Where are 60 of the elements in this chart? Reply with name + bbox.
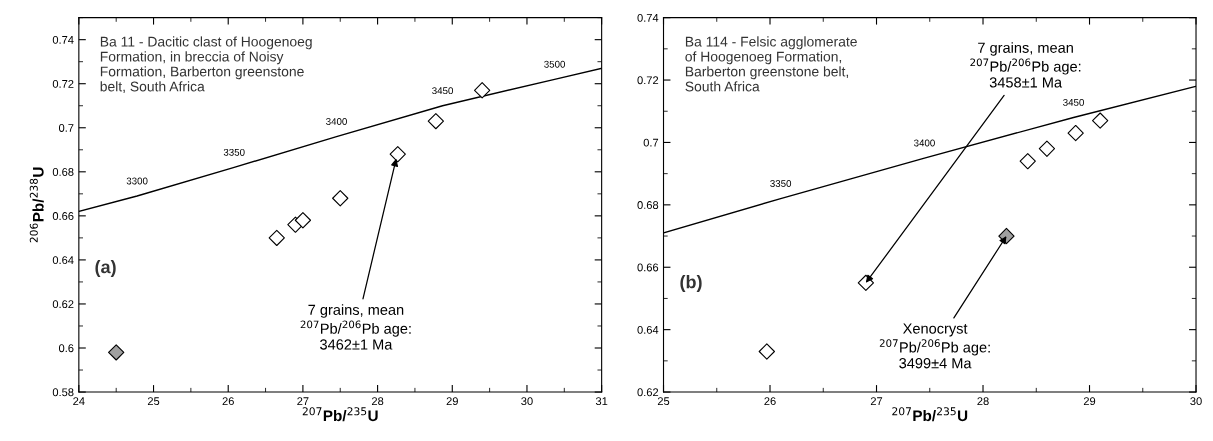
x-tick-label: 31: [595, 397, 608, 406]
y-tick-label: 0.64: [637, 325, 659, 334]
point: [268, 229, 285, 247]
y-tick-label: 0.62: [637, 388, 659, 397]
point: [294, 212, 312, 229]
x-tick-label: 29: [1083, 397, 1096, 406]
x-tick-label: 25: [147, 397, 160, 406]
y-tick-label: 0.7: [58, 124, 74, 132]
y-tick-label: 0.7: [643, 138, 659, 147]
point: [108, 344, 125, 361]
x-tick-label: 28: [371, 397, 384, 406]
y-tick-label: 0.68: [637, 201, 659, 209]
x-tick-label: 29: [446, 397, 458, 406]
point: [758, 343, 775, 360]
annotation: 7 grains, mean $^{207}$Pb/$^{206}$Pb age: 3462±1 Ma: [300, 304, 411, 350]
annotation: 3300: [126, 177, 148, 185]
point: [1019, 153, 1036, 170]
x-axis-title: $^{207}$Pb/$^{235}$U: [302, 407, 378, 422]
point: [1067, 124, 1084, 142]
annotation: (a): [95, 260, 116, 277]
annotation: 3400: [914, 139, 935, 147]
annotation: 3350: [223, 148, 245, 156]
x-tick-label: 26: [222, 397, 234, 406]
x-tick-label: 27: [297, 397, 309, 405]
annotation: Xenocryst $^{207}$Pb/$^{206}$Pb age: 3499±4 Ma: [879, 323, 990, 369]
y-tick-label: 0.62: [52, 300, 74, 309]
point: [427, 112, 445, 130]
annotation: 3400: [326, 118, 347, 125]
y-tick-label: 0.64: [52, 256, 74, 265]
point: [332, 190, 349, 207]
y-tick-label: 0.58: [52, 388, 74, 397]
annotation: 3450: [432, 87, 453, 95]
point: [1038, 140, 1056, 157]
y-tick-label: 0.6: [58, 344, 74, 353]
annotation: Ba 11 - Dacitic clast of Hoogenoeg Formation, in breccia of Noisy Formation, Barberton greenstone belt, South Africa: [100, 36, 312, 94]
annotation: 7 grains, mean $^{207}$Pb/$^{206}$Pb age: 3458±1 Ma: [970, 42, 1081, 88]
x-tick-label: 30: [1190, 397, 1202, 406]
point: [1092, 112, 1109, 129]
y-tick-label: 0.74: [52, 35, 74, 44]
y-tick-label: 0.66: [637, 263, 659, 272]
annotation: 3500: [544, 60, 566, 68]
x-axis-title: $^{207}$Pb/$^{235}$U: [892, 407, 968, 422]
y-axis-title: $^{206}$Pb/$^{238}$U: [29, 167, 44, 243]
annotation: (b): [680, 275, 702, 292]
y-tick-label: 0.72: [52, 79, 74, 88]
annotation: 3350: [770, 180, 792, 187]
point: [473, 82, 491, 99]
annotation: Ba 114 - Felsic agglomerate of Hoogenoeg Formation, Barberton greenstone belt, South Africa: [685, 36, 857, 92]
y-tick-label: 0.74: [637, 13, 659, 22]
x-tick-label: 28: [977, 397, 989, 406]
y-tick-label: 0.68: [52, 168, 74, 176]
x-tick-label: 26: [764, 397, 776, 406]
point: [389, 146, 406, 163]
x-tick-label: 27: [870, 397, 883, 405]
annotation: 3450: [1063, 98, 1084, 106]
y-tick-label: 0.66: [52, 212, 74, 220]
x-tick-label: 30: [521, 397, 533, 406]
x-tick-label: 25: [657, 397, 670, 406]
x-tick-label: 24: [73, 397, 85, 405]
y-tick-label: 0.72: [637, 76, 659, 85]
